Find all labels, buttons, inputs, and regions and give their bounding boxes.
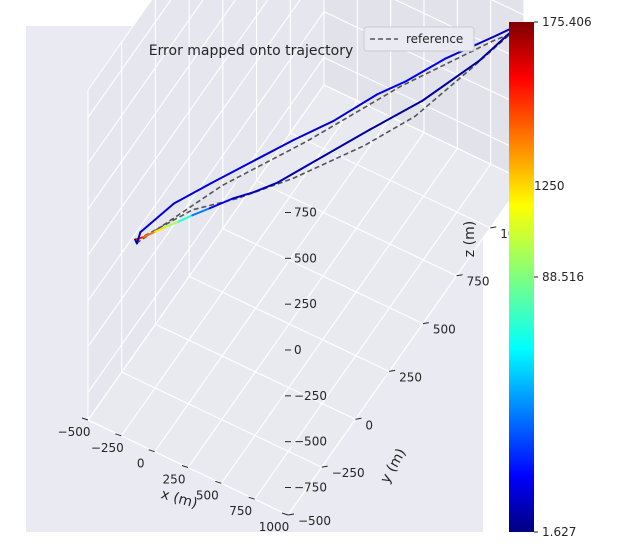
x-tick-label-4: 500	[196, 488, 219, 502]
trajectory-segment-17	[376, 80, 407, 96]
grid-floor-x-1	[120, 100, 358, 437]
grid-left-z-0	[87, 0, 172, 118]
z-axis-label-text: z (m)	[462, 221, 478, 257]
y-tick-mark-3	[389, 369, 396, 372]
trajectory-segment-3	[165, 220, 180, 228]
x-tick-mark-0	[81, 417, 89, 421]
x-tick-mark-6	[281, 512, 289, 516]
grid-left-z-1	[87, 0, 204, 164]
trajectory-segment-21	[210, 161, 253, 185]
grid-floor-x-4	[220, 148, 458, 484]
y-tick-mark-5	[456, 274, 463, 277]
trajectory-segment-11	[369, 99, 424, 131]
trajectory-segment-12	[421, 59, 480, 102]
y-tick-label-5: 750	[467, 275, 490, 289]
colorbar: 175.406 88.516 1.627	[509, 15, 592, 539]
z-tick-label-3: 0	[294, 343, 302, 357]
y-tick-label-0: −500	[298, 514, 331, 528]
grid-lines	[87, 0, 525, 516]
y-tick-label-2: 0	[365, 418, 373, 432]
z-tick-label-4: −250	[294, 389, 327, 403]
grid-floor-x-2	[154, 116, 392, 452]
y-tick-mark-1	[321, 465, 328, 468]
y-tick-label-1: −250	[332, 466, 365, 480]
y-tick-mark-2	[355, 417, 362, 420]
grid-back-z-5	[323, 11, 525, 108]
x-tick-mark-2	[148, 449, 155, 453]
trajectory-segment-5	[191, 207, 211, 217]
grid-left-z-5	[87, 11, 325, 347]
grid-left-z-3	[87, 0, 269, 256]
x-tick-label-3: 250	[163, 473, 186, 487]
y-tick-label-4: 500	[433, 323, 456, 337]
grid-floor-x-6	[287, 179, 525, 516]
z-tick-label-2: 250	[294, 297, 317, 311]
trajectory-segment-7	[231, 191, 254, 200]
trajectory-segment-9	[276, 159, 318, 184]
trajectory-segment-1	[143, 230, 156, 238]
trajectory	[133, 23, 520, 245]
legend: reference	[363, 26, 475, 52]
y-tick-label-3: 250	[399, 370, 422, 384]
grid-floor-y-4	[222, 228, 424, 325]
x-tick-label-5: 750	[229, 504, 252, 518]
trajectory-segment-10	[315, 128, 372, 162]
trajectory-segment-8	[251, 181, 279, 194]
legend-frame	[363, 26, 475, 52]
trajectory-segment-25	[134, 238, 138, 245]
grid-back-z-4	[394, 0, 525, 62]
grid-left-z-4	[87, 0, 301, 302]
grid-floor-y-5	[256, 180, 457, 277]
trajectory-segment-6	[208, 197, 234, 210]
y-tick-label-7: 1250	[534, 179, 565, 193]
grid-left-z-2	[87, 0, 237, 210]
z-tick-label-6: −750	[294, 481, 327, 495]
x-tick-mark-3	[181, 465, 189, 468]
y-tick-mark-0	[287, 513, 295, 516]
trajectory-segment-24	[135, 231, 142, 245]
trajectory-segment-23	[139, 202, 175, 234]
colorbar-label-mid: 88.516	[542, 270, 584, 284]
x-tick-mark-5	[248, 496, 255, 500]
trajectory-segment-2	[153, 225, 168, 233]
grid-floor-x-3	[187, 132, 425, 468]
trajectory-segment-0	[134, 235, 146, 241]
trajectory-segment-20	[250, 139, 295, 164]
colorbar-gradient	[509, 22, 534, 532]
colorbar-label-min: 1.627	[542, 525, 576, 539]
z-tick-label-1: 500	[294, 251, 317, 265]
trajectory-segment-22	[172, 182, 213, 205]
grid-back-z-6	[323, 57, 525, 153]
legend-reference-label: reference	[406, 32, 463, 46]
x-tick-label-0: −500	[58, 425, 91, 439]
grid-floor-y-3	[188, 275, 390, 372]
grid-floor-y-6	[290, 132, 491, 229]
grid-left-z-6	[87, 57, 325, 393]
z-axis-label: z (m)	[462, 221, 478, 257]
trajectory-segment-4	[177, 214, 194, 223]
colorbar-label-max: 175.406	[542, 15, 592, 29]
grid-floor-x-0	[87, 84, 325, 421]
grid-floor-y-1	[121, 371, 322, 468]
x-tick-label-2: 0	[137, 457, 145, 471]
z-tick-label-5: −500	[294, 435, 327, 449]
grid-floor-x-5	[254, 163, 492, 500]
x-tick-mark-1	[115, 433, 122, 437]
x-tick-mark-4	[215, 480, 222, 484]
y-tick-mark-4	[422, 322, 429, 325]
grid-floor-y-2	[155, 323, 356, 420]
x-tick-label-1: −250	[91, 441, 124, 455]
x-tick-label-6: 1000	[259, 520, 290, 534]
chart-title: Error mapped onto trajectory	[149, 43, 354, 59]
trajectory-segment-16	[404, 57, 446, 83]
y-tick-mark-6	[490, 226, 497, 229]
z-tick-label-0: 750	[294, 206, 317, 220]
trajectory-segment-19	[292, 119, 335, 142]
grid-floor-y-7	[323, 84, 525, 181]
trajectory-segment-18	[332, 93, 379, 122]
